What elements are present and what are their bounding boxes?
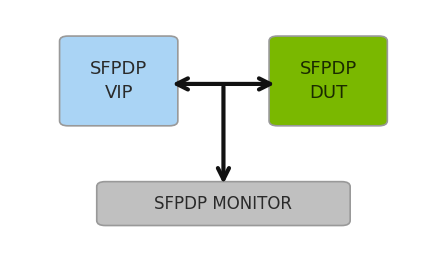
FancyBboxPatch shape (97, 182, 350, 226)
FancyBboxPatch shape (60, 36, 178, 126)
Text: SFPDP
DUT: SFPDP DUT (300, 60, 357, 102)
Text: SFPDP
VIP: SFPDP VIP (90, 60, 147, 102)
Text: SFPDP MONITOR: SFPDP MONITOR (154, 195, 293, 213)
FancyBboxPatch shape (269, 36, 387, 126)
